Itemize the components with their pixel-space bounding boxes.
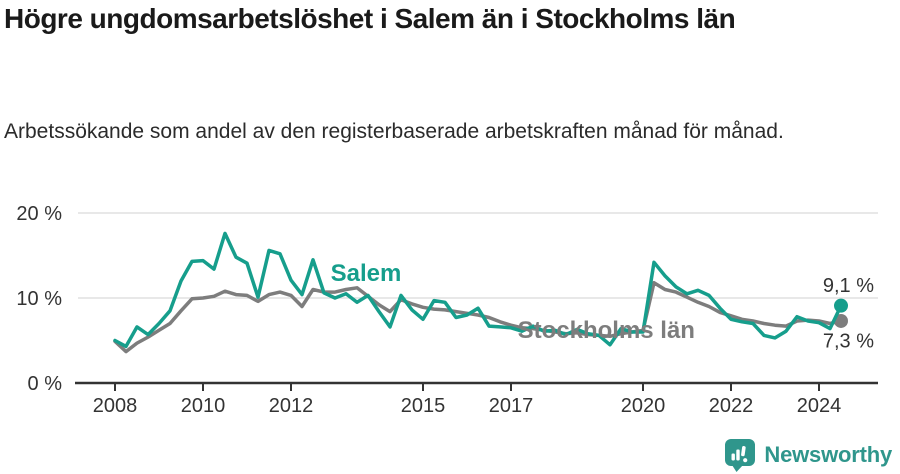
x-tick-label: 2020 <box>621 395 666 417</box>
annotation-stockholms-l-n: Stockholms län <box>518 317 695 344</box>
x-tick-label: 2015 <box>401 395 446 417</box>
x-tick-label: 2008 <box>93 395 138 417</box>
y-tick-label: 10 % <box>16 288 62 310</box>
annotation-salem: Salem <box>331 260 402 287</box>
series-end-dot <box>834 313 848 328</box>
x-tick-label: 2017 <box>489 395 534 417</box>
y-tick-label: 0 % <box>28 373 63 395</box>
x-tick-label: 2010 <box>181 395 226 417</box>
y-tick-label: 20 % <box>16 203 62 225</box>
line-chart: 0 % 10 % 20 % 2008 2010 2012 2015 2017 2020 2022 2… <box>0 195 900 435</box>
x-tick-label: 2022 <box>709 395 754 417</box>
series-line-salem <box>113 231 843 349</box>
annotation-7-3-: 7,3 % <box>823 330 874 352</box>
chart-subtitle: Arbetssökande som andel av den registerb… <box>4 120 784 143</box>
series-line-stockholms-län <box>113 280 843 354</box>
newsworthy-wordmark: Newsworthy <box>764 442 892 467</box>
chart-title: Högre ungdomsarbetslöshet i Salem än i S… <box>4 3 736 34</box>
x-tick-label: 2012 <box>269 395 314 417</box>
newsworthy-logo[interactable]: Newsworthy <box>724 438 892 472</box>
x-tick-label: 2024 <box>797 395 842 417</box>
newsworthy-icon <box>725 439 756 472</box>
annotation-9-1-: 9,1 % <box>823 275 874 297</box>
series-end-dot <box>834 298 848 313</box>
chart-svg: 0 % 10 % 20 % 2008 2010 2012 2015 2017 2020 2022 2… <box>16 203 878 417</box>
